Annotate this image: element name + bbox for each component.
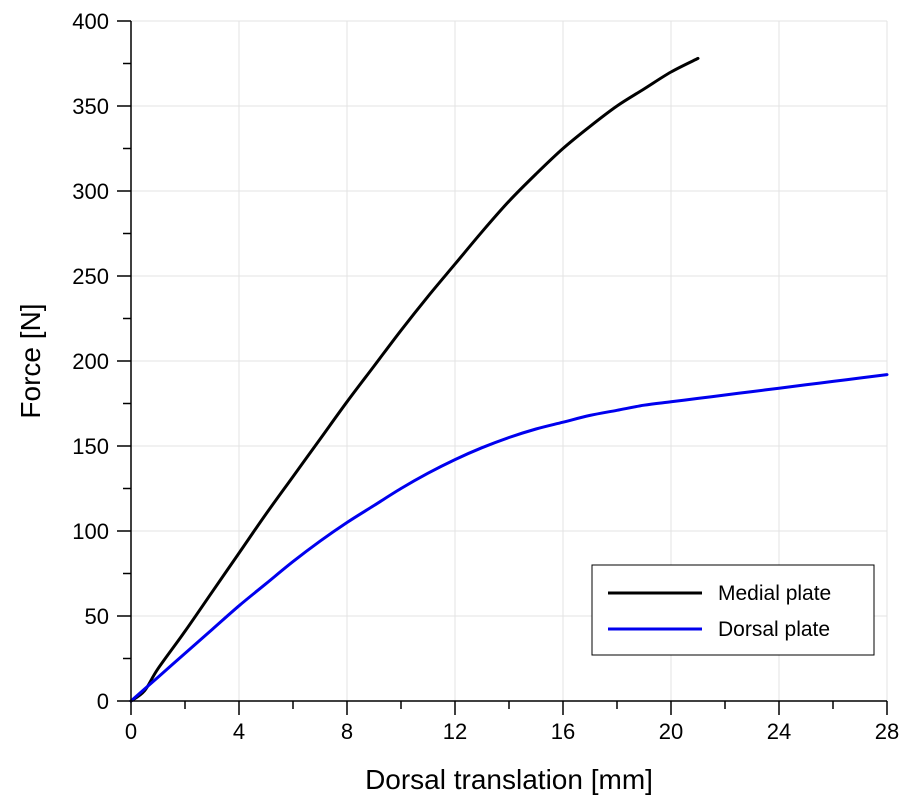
axes [117, 20, 888, 715]
x-axis-title: Dorsal translation [mm] [365, 764, 653, 795]
legend-box [591, 564, 875, 656]
x-tick-label: 12 [443, 719, 467, 744]
x-tick-label: 20 [659, 719, 683, 744]
y-tick-label: 250 [72, 264, 109, 289]
legend-label-dorsal-plate: Dorsal plate [718, 618, 830, 641]
y-tick-label: 400 [72, 9, 109, 34]
y-tick-label: 0 [97, 689, 109, 714]
x-tick-label: 24 [767, 719, 791, 744]
legend: Medial plate Dorsal plate [591, 564, 875, 656]
y-tick-label: 150 [72, 434, 109, 459]
y-axis-title: Force [N] [15, 303, 46, 418]
legend-label-medial-plate: Medial plate [718, 582, 831, 605]
y-tick-label: 50 [85, 604, 109, 629]
series-group [129, 56, 889, 703]
x-tick-label: 0 [125, 719, 137, 744]
grid [131, 20, 888, 701]
x-tick-label: 4 [233, 719, 245, 744]
y-tick-label: 100 [72, 519, 109, 544]
x-tick-label: 28 [875, 719, 899, 744]
y-tick-label: 350 [72, 94, 109, 119]
series-line-medial-plate [129, 56, 700, 703]
x-tick-label: 8 [341, 719, 353, 744]
y-tick-label: 300 [72, 179, 109, 204]
tick-labels: 0 4 8 12 16 20 24 28 0 50 100 150 200 250 300 350 400 [72, 9, 899, 744]
y-tick-label: 200 [72, 349, 109, 374]
series-line-dorsal-plate [129, 373, 889, 703]
x-tick-label: 16 [551, 719, 575, 744]
